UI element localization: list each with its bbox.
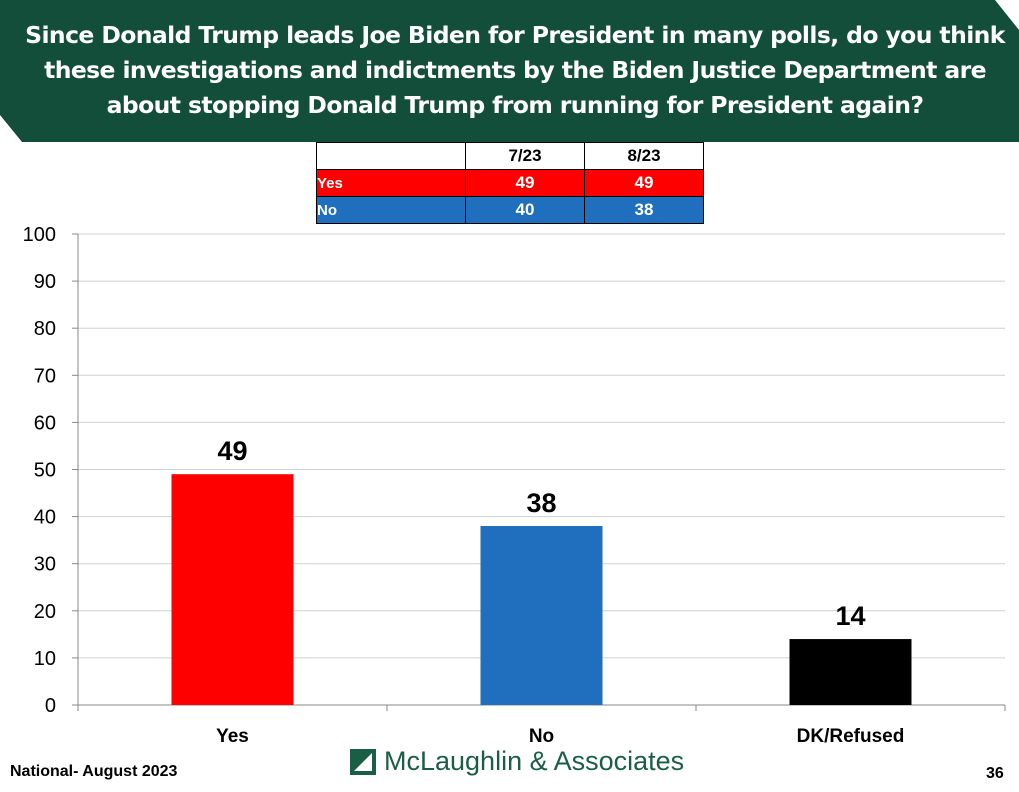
table-header-blank <box>316 142 466 170</box>
x-tick-label: Yes <box>216 726 249 747</box>
x-tick-label: No <box>529 726 554 747</box>
trend-table: 7/23 8/23 Yes 49 49 No 40 38 <box>316 142 704 224</box>
row-label: Yes <box>316 169 466 197</box>
bar-dkrefused <box>789 639 912 705</box>
cell: 38 <box>584 196 704 224</box>
table-row-yes: Yes 49 49 <box>316 169 704 197</box>
data-label: 49 <box>217 436 247 466</box>
cell: 40 <box>465 196 585 224</box>
cell: 49 <box>584 169 704 197</box>
row-label: No <box>316 196 466 224</box>
y-tick-label: 40 <box>34 507 56 529</box>
table-header-8-23: 8/23 <box>584 142 704 170</box>
y-tick-label: 20 <box>34 601 56 623</box>
bar-no <box>480 526 603 705</box>
footer-survey-label: National- August 2023 <box>10 763 178 780</box>
y-tick-label: 30 <box>34 554 56 576</box>
x-tick-label: DK/Refused <box>797 726 905 747</box>
chart-title: Since Donald Trump leads Joe Biden for P… <box>25 21 1005 119</box>
table-header-7-23: 7/23 <box>465 142 585 170</box>
bar-chart: 0 10 20 30 40 50 60 70 80 90 100 49 Yes 38 No 14 DK/Refu… <box>23 224 1006 747</box>
bar-yes <box>171 474 294 705</box>
logo-mark-icon <box>350 748 376 775</box>
y-tick-label: 10 <box>34 648 56 670</box>
data-label: 38 <box>526 488 556 518</box>
cell: 49 <box>465 169 585 197</box>
y-tick-label: 100 <box>23 224 56 246</box>
y-tick-label: 50 <box>34 460 56 482</box>
y-tick-label: 90 <box>34 271 56 293</box>
y-tick-label: 60 <box>34 412 56 434</box>
logo-text: McLaughlin & Associates <box>384 746 685 776</box>
y-tick-label: 0 <box>45 695 56 717</box>
table-row-no: No 40 38 <box>316 196 704 224</box>
company-logo: McLaughlin & Associates <box>350 746 684 777</box>
y-tick-label: 80 <box>34 318 56 340</box>
title-banner <box>0 0 1019 142</box>
page-number: 36 <box>986 765 1004 782</box>
y-tick-label: 70 <box>34 365 56 387</box>
data-label: 14 <box>835 601 865 631</box>
